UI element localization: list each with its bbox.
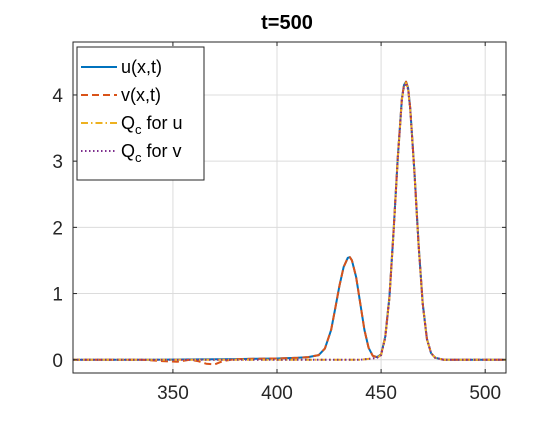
y-tick-label: 1 <box>52 285 63 306</box>
legend-label: u(x,t) <box>121 57 162 77</box>
legend-label: Qc for u <box>121 113 183 137</box>
x-tick-label: 500 <box>469 383 501 404</box>
y-tick-label: 0 <box>52 351 63 372</box>
legend-label: Qc for v <box>121 141 182 165</box>
axis-ticks: 350 400 450 500 0 1 2 3 4 <box>52 42 506 404</box>
plot-lines <box>73 80 506 366</box>
x-tick-label: 350 <box>157 383 189 404</box>
chart-title: t=500 <box>261 12 313 34</box>
y-tick-label: 3 <box>52 152 63 173</box>
x-tick-label: 450 <box>365 383 397 404</box>
axes-box <box>72 41 507 374</box>
y-tick-label: 2 <box>52 218 63 239</box>
legend: u(x,t) v(x,t) Qc for u Qc for v <box>76 46 205 181</box>
legend-box <box>76 46 205 181</box>
series-line-4 <box>73 82 506 361</box>
legend-label: v(x,t) <box>121 85 161 105</box>
y-tick-label: 4 <box>52 86 63 107</box>
x-tick-label: 400 <box>261 383 293 404</box>
